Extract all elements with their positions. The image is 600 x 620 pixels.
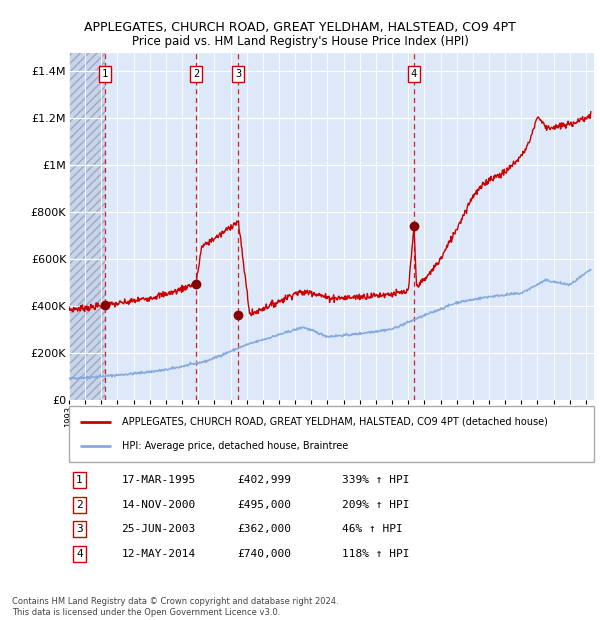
Text: 339% ↑ HPI: 339% ↑ HPI (342, 476, 409, 485)
Text: 46% ↑ HPI: 46% ↑ HPI (342, 524, 403, 534)
Text: 3: 3 (235, 69, 241, 79)
Text: 2: 2 (76, 500, 83, 510)
Text: APPLEGATES, CHURCH ROAD, GREAT YELDHAM, HALSTEAD, CO9 4PT: APPLEGATES, CHURCH ROAD, GREAT YELDHAM, … (84, 22, 516, 34)
Text: 1: 1 (101, 69, 108, 79)
Text: 209% ↑ HPI: 209% ↑ HPI (342, 500, 409, 510)
Text: 118% ↑ HPI: 118% ↑ HPI (342, 549, 409, 559)
Text: Contains HM Land Registry data © Crown copyright and database right 2024.
This d: Contains HM Land Registry data © Crown c… (12, 598, 338, 617)
Text: 25-JUN-2003: 25-JUN-2003 (121, 524, 196, 534)
Text: £495,000: £495,000 (237, 500, 291, 510)
Text: 14-NOV-2000: 14-NOV-2000 (121, 500, 196, 510)
Text: £362,000: £362,000 (237, 524, 291, 534)
Text: HPI: Average price, detached house, Braintree: HPI: Average price, detached house, Brai… (121, 441, 348, 451)
Text: Price paid vs. HM Land Registry's House Price Index (HPI): Price paid vs. HM Land Registry's House … (131, 35, 469, 48)
Text: 2: 2 (193, 69, 199, 79)
Text: 3: 3 (76, 524, 83, 534)
Text: 4: 4 (76, 549, 83, 559)
Text: 1: 1 (76, 476, 83, 485)
Text: 17-MAR-1995: 17-MAR-1995 (121, 476, 196, 485)
Text: 4: 4 (411, 69, 417, 79)
Text: £740,000: £740,000 (237, 549, 291, 559)
Text: APPLEGATES, CHURCH ROAD, GREAT YELDHAM, HALSTEAD, CO9 4PT (detached house): APPLEGATES, CHURCH ROAD, GREAT YELDHAM, … (121, 417, 547, 427)
Text: 12-MAY-2014: 12-MAY-2014 (121, 549, 196, 559)
FancyBboxPatch shape (69, 406, 594, 462)
Text: £402,999: £402,999 (237, 476, 291, 485)
Bar (69, 53, 104, 400)
